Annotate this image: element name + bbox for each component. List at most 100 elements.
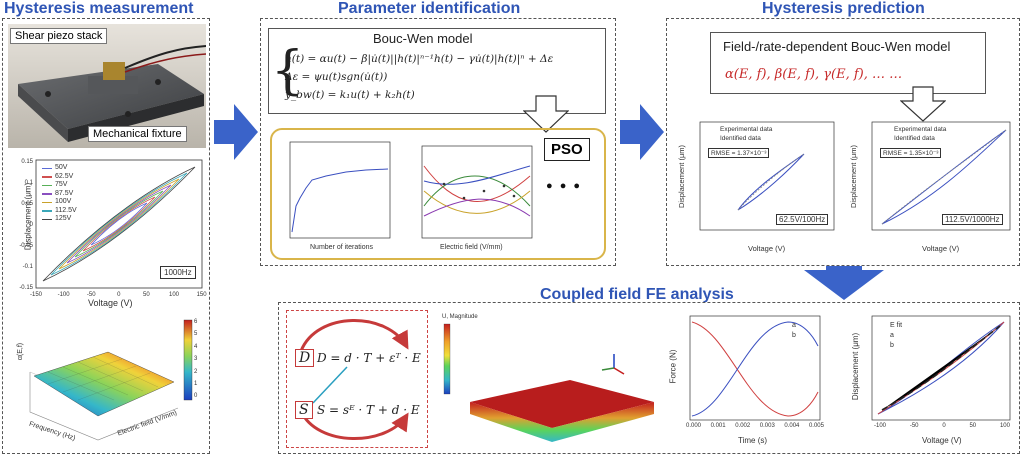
surface-colorbar-ticks: 6 5 4 3 2 1 0 [194, 316, 197, 403]
sym-S: S [295, 401, 313, 419]
meas-xtick: -50 [87, 292, 96, 298]
force-ylabel: Force (N) [668, 349, 678, 384]
pred-right-xlabel: Voltage (V) [922, 244, 960, 253]
disp-legend-0: E fit [890, 322, 903, 329]
force-xtick: 0.002 [735, 423, 751, 429]
disp-xtick: 0 [942, 423, 946, 429]
colorbar-tick: 5 [194, 331, 198, 338]
axis-triad-icon [601, 354, 625, 375]
prediction-left-chart: Experimental data Identified data RMSE =… [674, 118, 840, 264]
pso-params-xlabel: Electric field (V/mm) [440, 244, 503, 251]
meas-loop-5 [50, 172, 188, 276]
meas-xtick: 100 [169, 292, 180, 298]
pso-conv-xlabel: Number of iterations [310, 244, 374, 251]
meas-ytick: -0.15 [19, 285, 33, 291]
meas-loop-3 [66, 184, 172, 264]
surface-plot: α(E,f) Frequency (Hz) Electric field (V/… [8, 312, 208, 452]
sym-D: D [295, 349, 315, 367]
photo-label-fixture: Mechanical fixture [88, 126, 187, 142]
force-xtick: 0.005 [808, 423, 824, 429]
disp-xtick: 50 [969, 423, 977, 429]
force-xtick: 0.003 [759, 423, 775, 429]
colorbar-tick: 6 [194, 319, 198, 325]
meas-xlabel: Voltage (V) [88, 298, 133, 308]
section-title-prediction: Hysteresis prediction [762, 0, 925, 17]
meas-legend-item: 50V [42, 164, 77, 173]
disp-legend-1: a [890, 332, 894, 339]
bouc-wen-title: Bouc-Wen model [373, 31, 473, 46]
disp-xtick: 100 [999, 423, 1010, 429]
meas-xtick: -150 [30, 292, 43, 298]
fe-displacement-chart: E fit a b -100 -50 0 50 100 Voltage (V) Disp… [838, 312, 1016, 452]
disp-ylabel: Displacement (μm) [851, 332, 861, 401]
eq-s-line: S = sᴱ · T + d · E [317, 403, 420, 417]
section-title-identification: Parameter identification [338, 0, 521, 17]
colorbar-tick: 0 [194, 393, 198, 400]
meas-loop-4 [58, 178, 180, 270]
force-xtick: 0.004 [784, 423, 800, 429]
meas-ytick: 0.1 [25, 180, 34, 186]
pred-right-legend-1: Experimental data [894, 126, 947, 133]
meas-ytick: 0 [30, 222, 34, 228]
meas-ytick: -0.1 [23, 264, 34, 270]
meas-loop-1 [82, 196, 156, 252]
meas-legend-item: 87.5V [42, 190, 77, 199]
section-title-measurement: Hysteresis measurement [4, 0, 194, 17]
pred-right-legend-2: Identified data [894, 135, 935, 142]
meas-xtick: 0 [117, 292, 121, 298]
meas-loop-2 [74, 190, 164, 258]
pso-label: PSO [544, 138, 590, 161]
pred-right-ylabel: Displacement (μm) [849, 144, 859, 209]
measurement-chart: 0.15 0.1 0.05 0 -0.05 -0.1 -0.15 -150 -100 -50 0 5… [8, 152, 208, 310]
bouc-wen-eq1: h(t) = αu(t) − β|u̇(t)||h(t)|ⁿ⁻¹h(t) − γ… [285, 53, 554, 65]
meas-legend: 50V 62.5V 75V 87.5V 100V 112.5V 125V [42, 164, 77, 224]
colorbar-tick: 3 [194, 356, 198, 363]
photo-label-stack: Shear piezo stack [10, 28, 108, 44]
arrow-outline-down-middle [523, 95, 569, 133]
pso-box [270, 128, 606, 260]
arrow-measure-to-identify [214, 104, 258, 160]
meas-ytick: 0.05 [21, 201, 33, 207]
eq-d-line: D = d · T + εᵀ · E [317, 351, 421, 365]
meas-freq-tag: 1000Hz [160, 266, 196, 279]
pred-right-rmse: RMSE = 1.35×10⁻³ [880, 148, 942, 158]
pred-left-ylabel: Displacement (μm) [677, 144, 687, 209]
fe-contour-model: U, Magnitude [440, 310, 666, 450]
force-xticks: 0.000 0.001 0.002 0.003 0.004 0.005 [686, 423, 824, 429]
bouc-wen-eq3: y_bw(t) = k₁u(t) + k₂h(t) [285, 89, 415, 101]
colorbar-tick: 4 [194, 343, 198, 350]
disp-xtick: -50 [909, 423, 919, 429]
bouc-wen-eq2: Δε = ψu(t)sgn(u̇(t)) [285, 71, 388, 83]
meas-legend-item: 75V [42, 181, 77, 190]
field-rate-model-box: Field-/rate-dependent Bouc-Wen model α(E… [710, 32, 986, 94]
field-rate-model-params: α(E, f), β(E, f), γ(E, f), … … [725, 67, 903, 82]
meas-xtick: -100 [58, 292, 71, 298]
meas-xtick: 150 [197, 292, 208, 298]
pred-left-xlabel: Voltage (V) [748, 244, 786, 253]
surface-zlabel: α(E,f) [17, 342, 25, 361]
pso-more-dots: ● ● ● [546, 180, 583, 192]
meas-ytick: -0.05 [19, 243, 33, 249]
meas-xtick: 50 [143, 292, 150, 298]
meas-ylabel: Displacement (μm) [23, 182, 33, 251]
pso-params-chart: Electric field (V/mm) [404, 136, 536, 258]
pred-left-rmse: RMSE = 1.37×10⁻³ [708, 148, 770, 158]
force-legend-b: b [792, 332, 796, 339]
arrow-outline-down-right [900, 86, 946, 122]
force-xtick: 0.000 [686, 423, 702, 429]
colorbar-tick: 1 [194, 381, 198, 388]
force-legend-a: a [792, 322, 796, 329]
fe-force-chart: a b 0.000 0.001 0.002 0.003 0.004 0.005 Time … [668, 312, 826, 452]
field-rate-model-title: Field-/rate-dependent Bouc-Wen model [723, 39, 951, 54]
section-title-fe: Coupled field FE analysis [540, 286, 734, 303]
prediction-right-chart: Experimental data Identified data RMSE =… [846, 118, 1016, 264]
colorbar-tick: 2 [194, 368, 198, 375]
disp-xticks: -100 -50 0 50 100 [874, 423, 1010, 429]
arrow-predict-to-fe [804, 256, 884, 300]
arrow-identify-to-predict [620, 104, 664, 160]
disp-xtick: -100 [874, 423, 887, 429]
pred-left-tag: 62.5V/100Hz [776, 214, 829, 225]
force-xtick: 0.001 [710, 423, 726, 429]
meas-legend-item: 112.5V [42, 207, 77, 216]
bouc-wen-brace: { [271, 41, 305, 101]
